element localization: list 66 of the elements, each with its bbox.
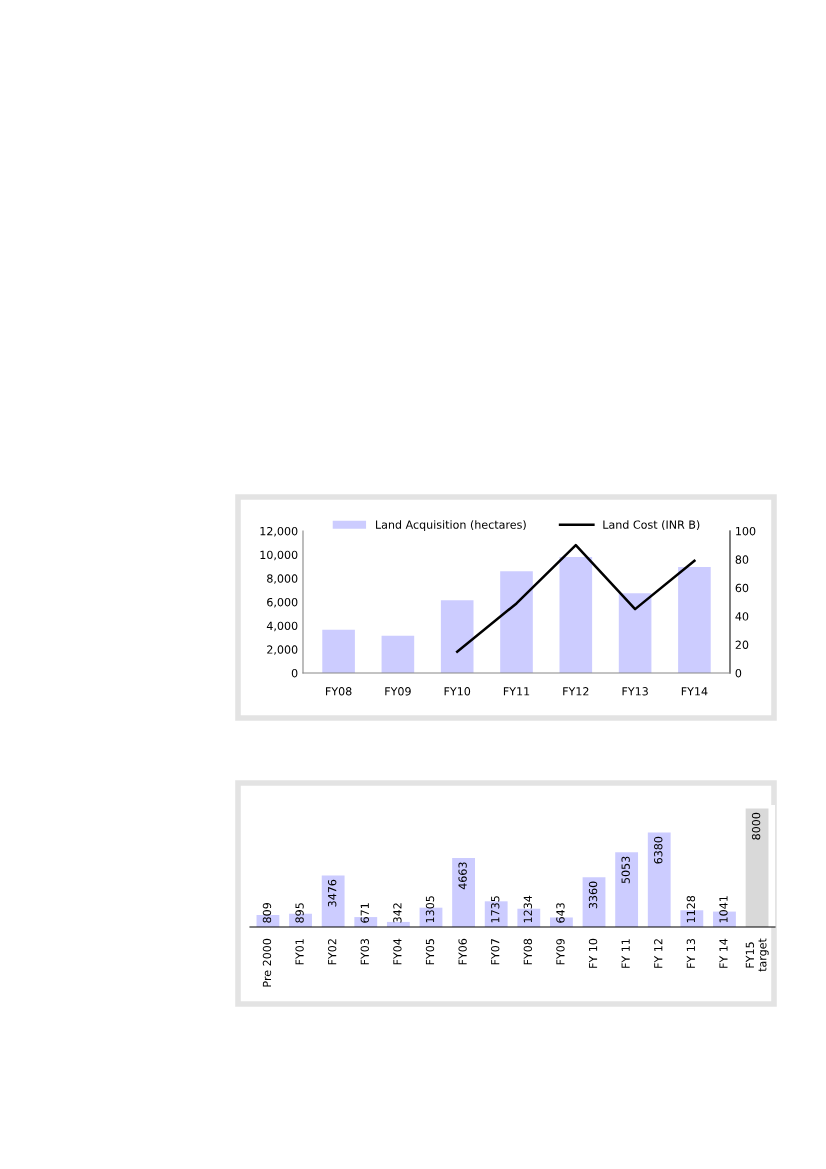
y-tick-label: 4,000 <box>266 621 298 632</box>
bar <box>559 557 593 673</box>
data-label: 8000 <box>751 812 761 840</box>
data-label: 1234 <box>523 895 533 923</box>
x-tick-label: FY09 <box>556 938 565 965</box>
line-series <box>455 543 696 653</box>
data-label: 671 <box>360 903 369 923</box>
data-label: 643 <box>556 903 565 923</box>
x-tick-label: FY15 target <box>745 938 769 972</box>
y-tick-label: 0 <box>291 668 298 678</box>
bar <box>452 857 475 927</box>
bar <box>322 629 355 673</box>
data-label: 342 <box>393 903 402 923</box>
x-tick-label: FY02 <box>327 939 337 965</box>
x-tick-label: FY 14 <box>719 938 728 968</box>
data-label: 1305 <box>425 896 435 923</box>
x-tick-label: FY08 <box>523 938 533 965</box>
x-tick-label: FY 13 <box>686 939 696 968</box>
data-label: 6380 <box>654 836 663 864</box>
data-label: 4663 <box>458 862 467 890</box>
y-tick-label: 12,000 <box>260 526 298 537</box>
bar <box>647 832 671 927</box>
x-tick-label: FY13 <box>622 687 648 696</box>
y2-tick-label: 80 <box>735 555 749 564</box>
bar <box>500 571 533 673</box>
data-label: 3360 <box>588 881 598 909</box>
y2-tick-label: 0 <box>735 668 742 678</box>
y2-tick-label: 20 <box>735 640 749 649</box>
bar <box>381 635 415 673</box>
data-label: 895 <box>295 903 304 923</box>
y2-tick-label: 40 <box>735 612 749 621</box>
data-label: 3476 <box>327 879 337 907</box>
x-tick-label: FY08 <box>326 687 352 696</box>
y2-tick-label: 100 <box>736 526 756 536</box>
x-tick-label: FY07 <box>491 939 500 965</box>
bar <box>615 852 639 927</box>
x-tick-label: FY 12 <box>654 939 663 968</box>
x-tick-label: FY10 <box>444 687 471 696</box>
bar <box>321 875 345 927</box>
data-label: 5053 <box>621 856 630 884</box>
y2-tick-label: 60 <box>735 583 749 593</box>
x-tick-label: FY06 <box>458 938 467 965</box>
data-label: 1041 <box>719 896 728 923</box>
data-label: 1735 <box>491 896 500 923</box>
x-tick-label: FY 10 <box>588 938 598 968</box>
y-tick-label: 10,000 <box>260 550 298 561</box>
legend-label: Land Cost (INR B) <box>603 520 700 531</box>
x-tick-label: FY11 <box>503 687 530 696</box>
x-tick-label: FY 11 <box>621 939 630 968</box>
x-tick-label: Pre 2000 <box>262 938 272 987</box>
x-tick-label: FY04 <box>393 938 402 965</box>
bar <box>618 593 652 673</box>
x-tick-label: FY12 <box>563 687 589 696</box>
y-tick-label: 2,000 <box>267 645 298 655</box>
x-tick-label: FY03 <box>360 939 369 965</box>
y-tick-label: 6,000 <box>267 597 298 608</box>
x-tick-label: FY14 <box>681 687 708 696</box>
x-tick-label: FY01 <box>295 939 304 965</box>
data-label: 809 <box>262 903 272 923</box>
bar <box>678 567 711 673</box>
data-label: 1128 <box>686 895 696 923</box>
legend-label: Land Acquisition (hectares) <box>376 520 526 531</box>
bar <box>440 600 474 673</box>
x-tick-label: FY09 <box>385 687 411 696</box>
x-tick-label: FY05 <box>425 939 435 965</box>
y-tick-label: 8,000 <box>267 574 298 584</box>
